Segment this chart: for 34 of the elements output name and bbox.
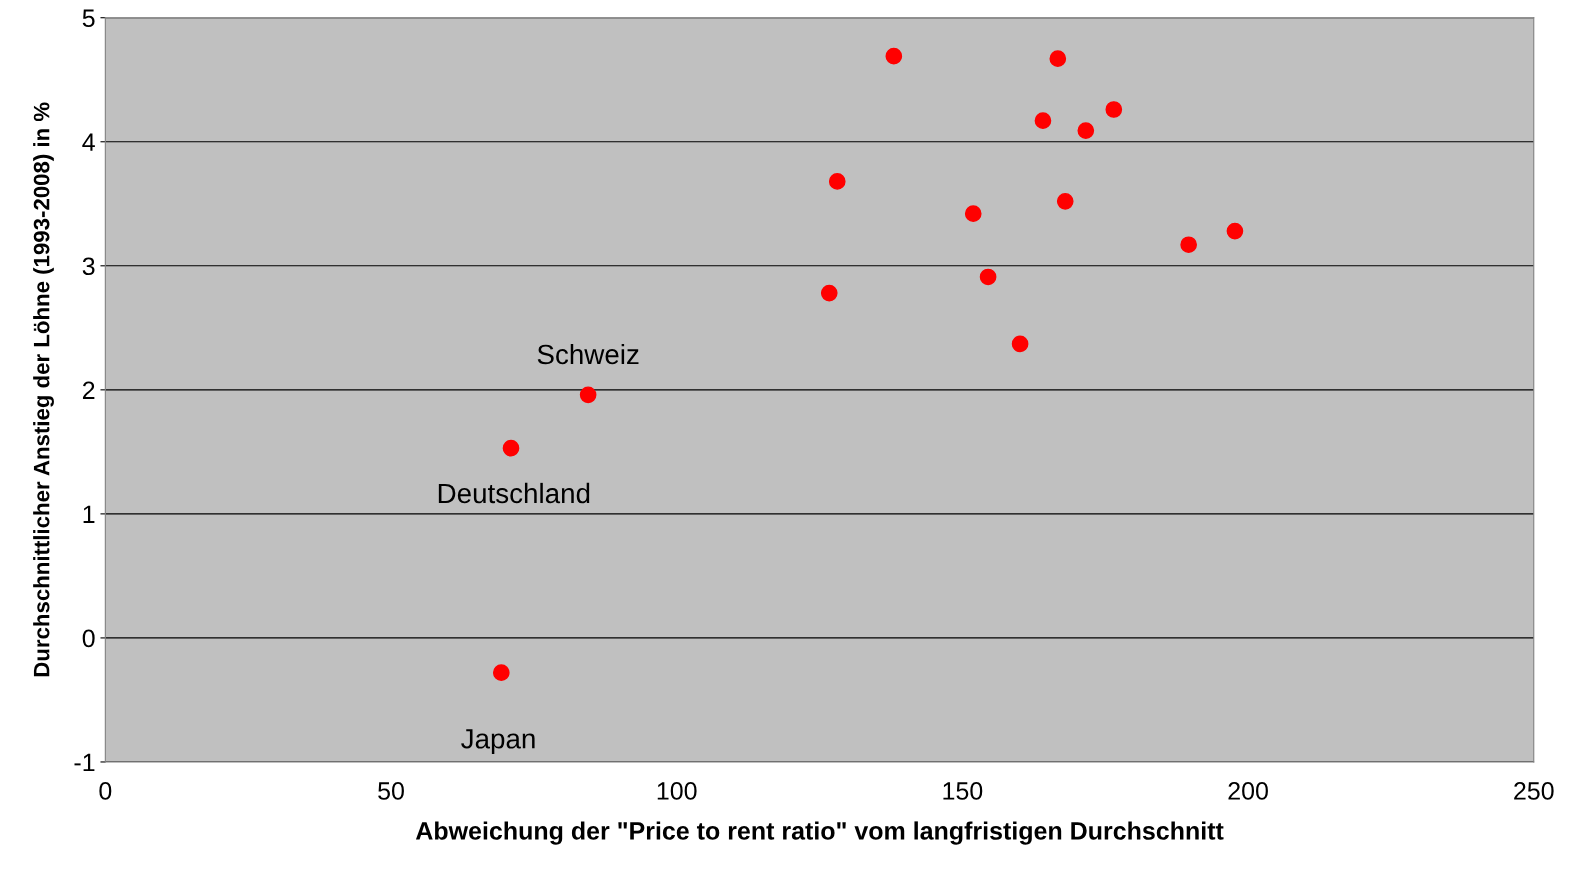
point xyxy=(979,268,997,286)
x-tick-label: 0 xyxy=(99,782,112,800)
point xyxy=(1226,222,1244,240)
point xyxy=(964,205,982,223)
point xyxy=(502,439,520,457)
point xyxy=(579,386,597,404)
y-tick-label: 1 xyxy=(83,505,95,523)
point xyxy=(1011,335,1029,353)
y-tick-label: 0 xyxy=(82,629,95,648)
y-axis-title: Durchschnittlicher Anstieg der Löhne (1993-2008) in % xyxy=(33,102,54,677)
x-tick-label: 200 xyxy=(1228,782,1268,800)
y-tick-label: 5 xyxy=(82,9,95,28)
point xyxy=(1049,50,1067,67)
annotation: Japan xyxy=(461,729,535,755)
x-axis-title: Abweichung der "Price to rent ratio" vom langfristigen Durchschnitt xyxy=(415,821,1224,845)
point xyxy=(1077,122,1095,139)
point xyxy=(820,284,838,302)
annotation: Deutschland xyxy=(438,482,590,504)
point xyxy=(492,664,510,681)
point xyxy=(1180,236,1197,254)
point xyxy=(1056,192,1074,210)
x-tick-label: 100 xyxy=(657,782,697,800)
x-tick-label: 250 xyxy=(1514,782,1554,800)
x-tick-label: 50 xyxy=(378,782,404,800)
x-tick-label: 150 xyxy=(943,782,983,800)
y-tick-label: 2 xyxy=(82,381,95,399)
point xyxy=(885,47,903,65)
y-tick-label: 3 xyxy=(82,257,95,276)
point xyxy=(828,173,846,190)
y-tick-label: -1 xyxy=(74,753,95,772)
point xyxy=(1105,101,1123,118)
point xyxy=(1034,112,1052,130)
y-tick-label: 4 xyxy=(82,133,95,151)
annotation: Schweiz xyxy=(537,343,639,365)
